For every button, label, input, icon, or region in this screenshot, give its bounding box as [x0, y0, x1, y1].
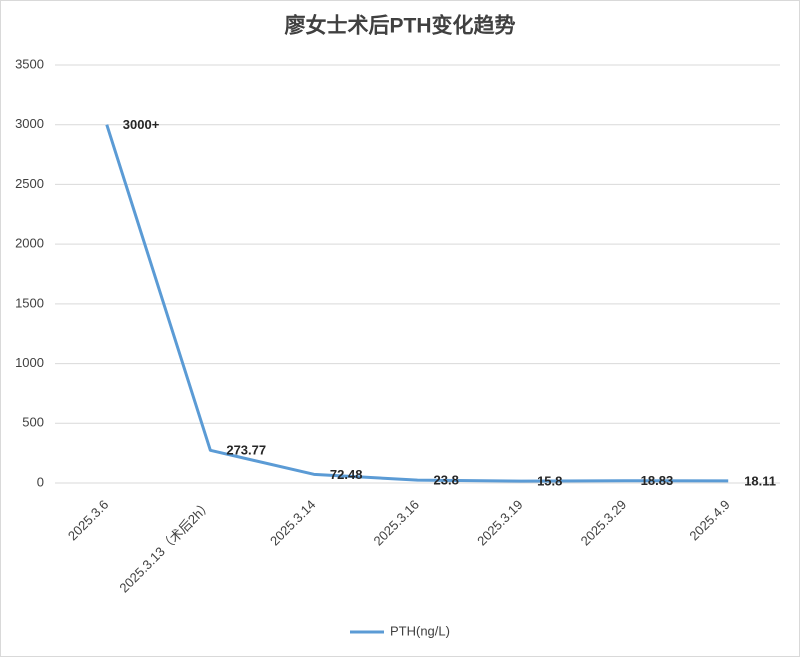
- y-tick-label: 2500: [15, 176, 44, 191]
- data-label: 23.8: [434, 473, 459, 488]
- y-tick-label: 1000: [15, 355, 44, 370]
- y-tick-label: 3500: [15, 56, 44, 71]
- chart-title: 廖女士术后PTH变化趋势: [285, 14, 516, 38]
- data-label: 72.48: [330, 467, 363, 482]
- y-tick-label: 0: [37, 474, 44, 489]
- data-line: [105, 124, 729, 483]
- data-label: 3000+: [123, 117, 160, 132]
- data-label: 273.77: [226, 443, 266, 458]
- legend-label: PTH(ng/L): [390, 623, 450, 638]
- data-label: 15.8: [537, 474, 562, 489]
- y-tick-label: 3000: [15, 116, 44, 131]
- data-label: 18.11: [744, 473, 776, 488]
- y-tick-label: 1500: [15, 295, 44, 310]
- data-label: 18.83: [641, 473, 674, 488]
- y-tick-label: 2000: [15, 236, 44, 251]
- y-tick-label: 500: [22, 415, 44, 430]
